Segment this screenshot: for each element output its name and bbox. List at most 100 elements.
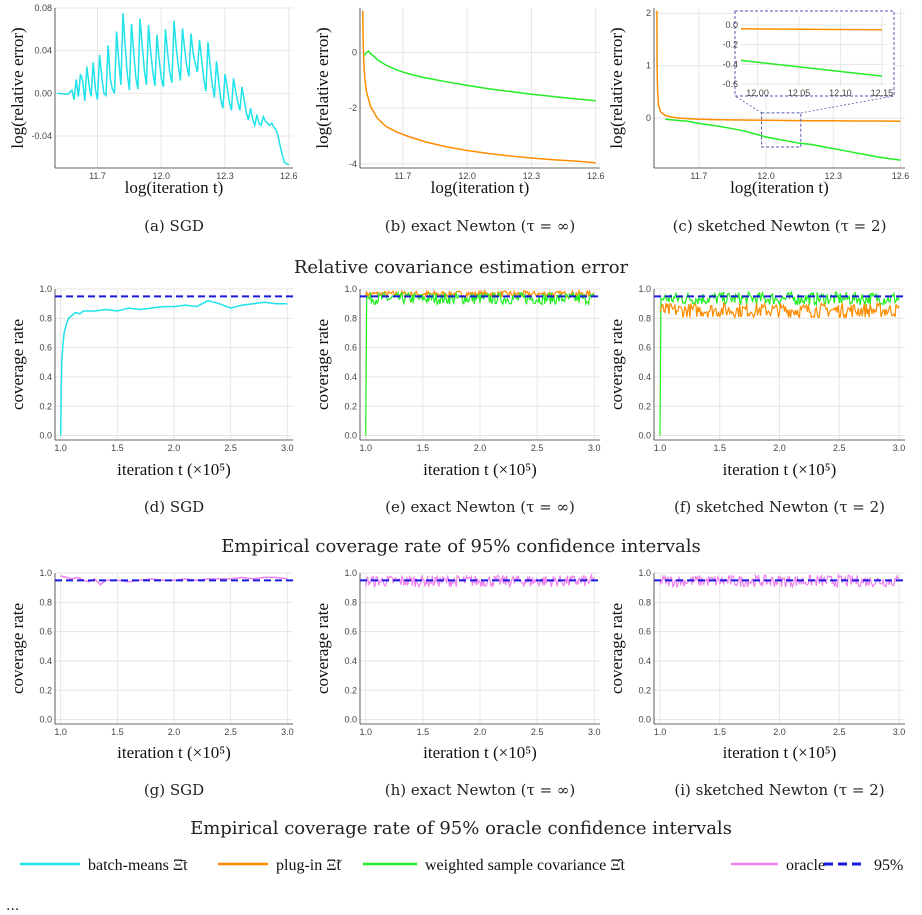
y-tick-label: 0.8 [344,313,357,323]
inset-y-tick-label: -0.6 [722,79,738,89]
x-tick-label: 12.6 [587,171,605,181]
x-tick-label: 3.0 [281,443,294,453]
x-tick-label: 12.0 [152,171,170,181]
y-tick-label: 0.2 [344,401,357,411]
legend-label-1: plug-in Ξ̃t [276,857,343,874]
x-tick-label: 1.5 [417,443,430,453]
x-axis-label: iteration t (×10⁵) [117,743,231,762]
inset-x-tick-label: 12.05 [788,88,811,98]
legend-label-2: weighted sample covariance Ξ̂t [425,857,626,874]
y-tick-label: 0 [646,113,651,123]
inset-x-tick-label: 12.00 [746,88,769,98]
panel-c: 11.7 12.0 12.3 12.6 2 1 0 log(iteration t) log(r… [607,8,909,235]
panel-caption: (a) SGD [144,217,204,235]
legend: batch-means Ξ̄t plug-in Ξ̃t weighted sampl… [20,857,903,874]
inset-x-tick-label: 12.10 [829,88,852,98]
y-tick-label: 1.0 [39,568,52,578]
panel-d: 1.0 1.5 2.0 2.5 3.0 0.0 0.2 0.4 0.6 0.8 1.0 iterati… [8,284,294,516]
x-tick-label: 3.0 [893,443,906,453]
x-tick-label: 12.6 [280,171,298,181]
y-tick-label: 1.0 [39,284,52,294]
inset-zoom: 0.0 -0.2 -0.4 -0.6 12.00 12.05 12.10 12.15 [722,10,895,148]
series-plugin-line [362,10,596,164]
series-plugin-line [656,10,901,123]
inset-frame [734,10,895,97]
panel-caption: (g) SGD [144,781,204,799]
x-tick-label: 1.5 [713,727,726,737]
y-tick-label: -0.04 [31,131,52,141]
panel-caption: (i) sketched Newton (τ = 2) [674,781,884,799]
series-weighted-line [363,50,596,102]
y-axis-label: coverage rate [607,603,626,694]
x-tick-label: 12.3 [523,171,541,181]
y-tick-label: 0.2 [39,401,52,411]
y-tick-label: 0.6 [39,343,52,353]
y-tick-label: 0.4 [39,372,52,382]
x-tick-label: 3.0 [588,443,601,453]
x-tick-label: 3.0 [588,727,601,737]
y-tick-label: 0.8 [638,313,651,323]
plot-area [659,290,900,436]
plot-area [365,573,595,589]
x-tick-label: 12.0 [757,171,775,181]
y-tick-label: 0.6 [638,343,651,353]
series-weighted-line [665,118,901,161]
x-tick-label: 2.5 [531,727,544,737]
inset-y-tick-label: -0.2 [722,40,738,50]
y-tick-label: 0.04 [34,46,52,56]
y-tick-label: 0.6 [39,627,52,637]
series-weighted-line [659,290,900,436]
legend-label-0: batch-means Ξ̄t [88,857,188,874]
panel-caption: (d) SGD [144,498,204,516]
y-tick-label: 0.4 [344,372,357,382]
x-tick-label: 1.5 [111,443,124,453]
x-tick-label: 11.7 [394,171,411,181]
x-tick-label: 1.0 [54,727,67,737]
y-tick-label: 1 [646,61,651,71]
x-axis-label: iteration t (×10⁵) [117,460,231,479]
x-tick-label: 2.5 [531,443,544,453]
y-axis-label: coverage rate [607,319,626,410]
x-tick-label: 1.5 [111,727,124,737]
x-tick-label: 11.7 [89,171,106,181]
series-plugin-line [365,289,595,300]
y-tick-label: 1.0 [344,568,357,578]
x-axis-label: iteration t (×10⁵) [723,460,837,479]
series-batch-line [59,299,288,436]
footer-text: ... [6,898,19,914]
x-tick-label: 1.5 [713,443,726,453]
y-axis-label: coverage rate [8,319,27,410]
panel-h: 1.0 1.5 2.0 2.5 3.0 0.0 0.2 0.4 0.6 0.8 1.0 iterati… [313,568,601,799]
row-title-3: Empirical coverage rate of 95% oracle co… [190,818,732,839]
x-axis-label: log(iteration t) [125,178,224,197]
panel-caption: (e) exact Newton (τ = ∞) [385,498,575,516]
y-tick-label: 0.2 [638,685,651,695]
y-tick-label: 0.6 [344,343,357,353]
inset-series-plugin-line [740,28,882,31]
x-tick-label: 12.0 [458,171,476,181]
x-tick-label: 12.6 [892,171,910,181]
y-tick-label: 1.0 [638,284,651,294]
zoom-rectangle [761,112,802,148]
x-tick-label: 2.0 [168,443,181,453]
y-tick-label: 1.0 [344,284,357,294]
y-tick-label: 0.6 [638,627,651,637]
x-tick-label: 2.0 [773,727,786,737]
x-tick-label: 2.0 [168,727,181,737]
x-tick-label: 1.0 [359,443,372,453]
x-tick-label: 3.0 [281,727,294,737]
y-tick-label: 0.0 [344,431,357,441]
y-tick-label: 0.0 [39,715,52,725]
row-title-2: Empirical coverage rate of 95% confidenc… [221,536,700,557]
x-axis-label: iteration t (×10⁵) [423,743,537,762]
y-tick-label: 2 [646,8,651,18]
y-tick-label: 0.4 [638,372,651,382]
y-tick-label: 0.4 [344,656,357,666]
panel-b: 11.7 12.0 12.3 12.6 0 -2 -4 log(iteration t) log… [313,8,604,235]
y-axis-label: coverage rate [8,603,27,694]
series-batch-line [57,13,290,166]
y-tick-label: -2 [349,103,357,113]
x-axis-label: iteration t (×10⁵) [723,743,837,762]
panel-f: 1.0 1.5 2.0 2.5 3.0 0.0 0.2 0.4 0.6 0.8 1.0 iterati… [607,284,905,516]
y-tick-label: 0.4 [638,656,651,666]
